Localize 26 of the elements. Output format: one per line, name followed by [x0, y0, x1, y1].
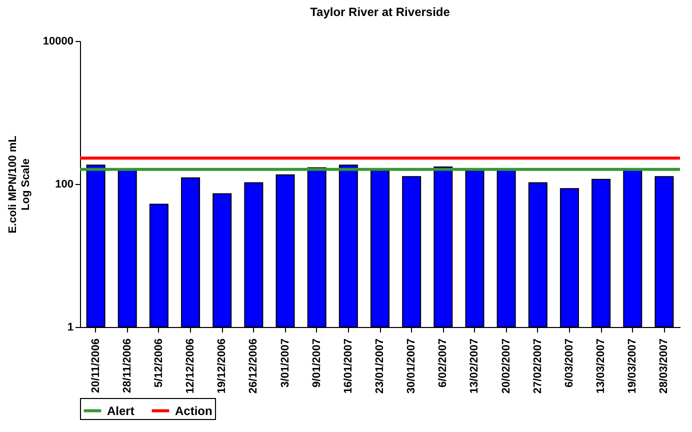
x-tick-label: 9/01/2007: [310, 338, 323, 388]
y-tick-label: 10000: [42, 36, 74, 48]
x-tick-label: 5/12/2006: [152, 338, 165, 388]
legend-label: Alert: [107, 404, 134, 418]
x-tick-label: 28/11/2006: [121, 338, 134, 393]
x-tick-label: 3/01/2007: [279, 338, 292, 388]
legend-label: Action: [175, 404, 212, 418]
y-axis-title: E.coli MPN/100 mL Log Scale: [6, 135, 32, 234]
x-tick-label: 16/01/2007: [342, 338, 354, 394]
x-tick-label: 6/02/2007: [437, 338, 450, 388]
chart-title: Taylor River at Riverside: [310, 5, 450, 19]
x-tick-label: 12/12/2006: [184, 338, 197, 394]
x-tick-label: 30/01/2007: [406, 338, 418, 394]
x-tick-label: 28/03/2007: [658, 338, 670, 394]
x-tick-label: 27/02/2007: [532, 338, 544, 394]
x-tick-label: 19/03/2007: [626, 338, 639, 394]
x-tick-label: 20/11/2006: [90, 338, 102, 393]
x-tick-label: 26/12/2006: [248, 338, 260, 394]
x-tick-label: 23/01/2007: [374, 338, 386, 394]
x-tick-label: 6/03/2007: [563, 338, 576, 388]
x-tick-label: 19/12/2006: [216, 338, 228, 394]
y-tick-label: 1: [67, 322, 74, 334]
x-tick-label: 13/02/2007: [468, 338, 481, 394]
y-tick-label: 100: [55, 178, 74, 190]
x-tick-label: 20/02/2007: [500, 338, 512, 394]
x-tick-label: 13/03/2007: [595, 338, 608, 394]
